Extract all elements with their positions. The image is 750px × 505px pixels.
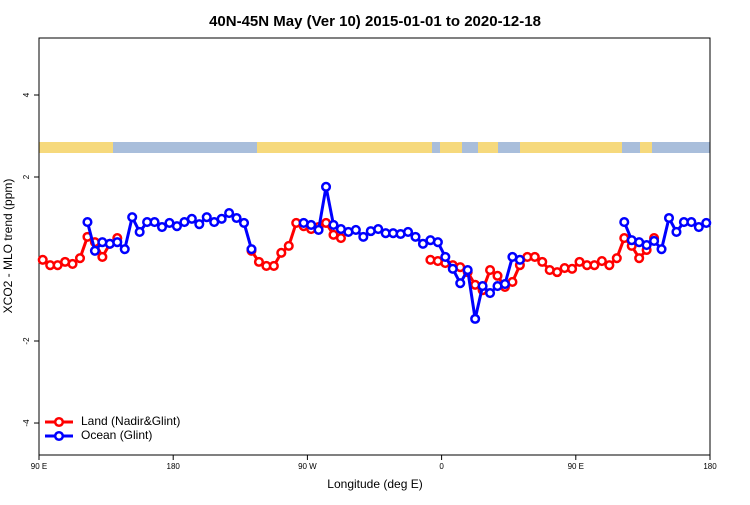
land-strip (640, 142, 652, 153)
data-point (224, 208, 235, 219)
x-tick-label: 90 E (31, 462, 47, 471)
x-tick-label: 180 (703, 462, 717, 471)
data-point (693, 221, 704, 233)
data-point (686, 217, 697, 228)
data-point (350, 224, 361, 235)
data-point (440, 251, 451, 263)
data-point (514, 254, 525, 265)
data-point (253, 256, 264, 267)
data-point (171, 221, 182, 232)
data-point (306, 219, 317, 231)
data-point (320, 181, 332, 192)
data-point (89, 245, 100, 256)
data-point (328, 219, 339, 231)
land-strip (257, 142, 432, 153)
data-point (358, 231, 369, 242)
data-point (194, 219, 205, 230)
legend-label: Land (Nadir&Glint) (81, 414, 180, 428)
data-point (373, 224, 384, 235)
data-point (403, 226, 414, 237)
data-point (649, 235, 660, 247)
x-tick-label: 90 E (568, 462, 584, 471)
data-point (149, 217, 160, 228)
data-point (663, 212, 675, 224)
data-point (462, 265, 473, 276)
legend: Land (Nadir&Glint)Ocean (Glint) (45, 414, 180, 442)
data-point (529, 251, 540, 263)
y-axis-label: XCO2 - MLO trend (ppm) (1, 179, 15, 314)
series (37, 217, 660, 296)
data-point (417, 238, 429, 249)
land-strip (520, 142, 622, 153)
chart-title: 40N-45N May (Ver 10) 2015-01-01 to 2020-… (209, 13, 541, 30)
data-point (611, 253, 622, 264)
data-point (455, 278, 466, 289)
data-point (156, 221, 168, 233)
data-point (641, 240, 652, 251)
data-point (485, 287, 496, 299)
y-tick-label: -2 (22, 337, 31, 345)
x-tick-label: 90 W (298, 462, 317, 471)
data-point (567, 263, 578, 274)
data-point (604, 260, 615, 271)
y-tick-label: 2 (22, 174, 31, 179)
data-point (477, 281, 488, 292)
data-point (499, 278, 511, 290)
data-point (246, 244, 257, 255)
data-point (589, 260, 600, 271)
land-strip (440, 142, 462, 153)
data-point (37, 254, 48, 265)
data-point (276, 247, 287, 258)
land-mask-strip (39, 142, 710, 153)
data-point (432, 237, 443, 248)
x-axis-label: Longitude (deg E) (327, 477, 422, 491)
data-point (216, 213, 227, 224)
data-point (671, 226, 682, 237)
data-point (335, 233, 347, 244)
y-tick-label: 4 (22, 92, 31, 97)
data-point (485, 265, 496, 276)
data-point (238, 217, 250, 228)
data-point (127, 212, 138, 223)
data-point (701, 217, 712, 228)
y-tick-label: -4 (22, 419, 31, 427)
data-point (634, 253, 645, 264)
x-tick-label: 180 (167, 462, 181, 471)
data-point (492, 270, 503, 281)
data-point (619, 217, 630, 228)
data-point (119, 244, 130, 255)
series (82, 181, 712, 324)
x-tick-label: 0 (439, 462, 444, 471)
data-point (268, 260, 279, 272)
legend-label: Ocean (Glint) (81, 428, 152, 442)
data-point (552, 267, 563, 278)
data-point (134, 226, 145, 237)
land-strip (478, 142, 498, 153)
plot-frame (38, 37, 711, 456)
legend-marker (53, 416, 65, 428)
data-point (186, 213, 197, 224)
data-point (112, 237, 123, 248)
data-point (537, 256, 548, 267)
data-point (74, 253, 86, 264)
data-point (82, 217, 93, 228)
data-point (67, 258, 78, 269)
data-point (201, 212, 212, 223)
data-point (656, 244, 667, 255)
land-strip (39, 142, 113, 153)
legend-marker (53, 430, 65, 442)
data-point (97, 251, 108, 263)
data-point (231, 212, 242, 224)
data-point (410, 231, 421, 242)
data-point (596, 256, 607, 267)
data-point (470, 313, 481, 324)
data-point (283, 240, 294, 251)
data-point (313, 224, 324, 235)
data-point (447, 263, 458, 274)
